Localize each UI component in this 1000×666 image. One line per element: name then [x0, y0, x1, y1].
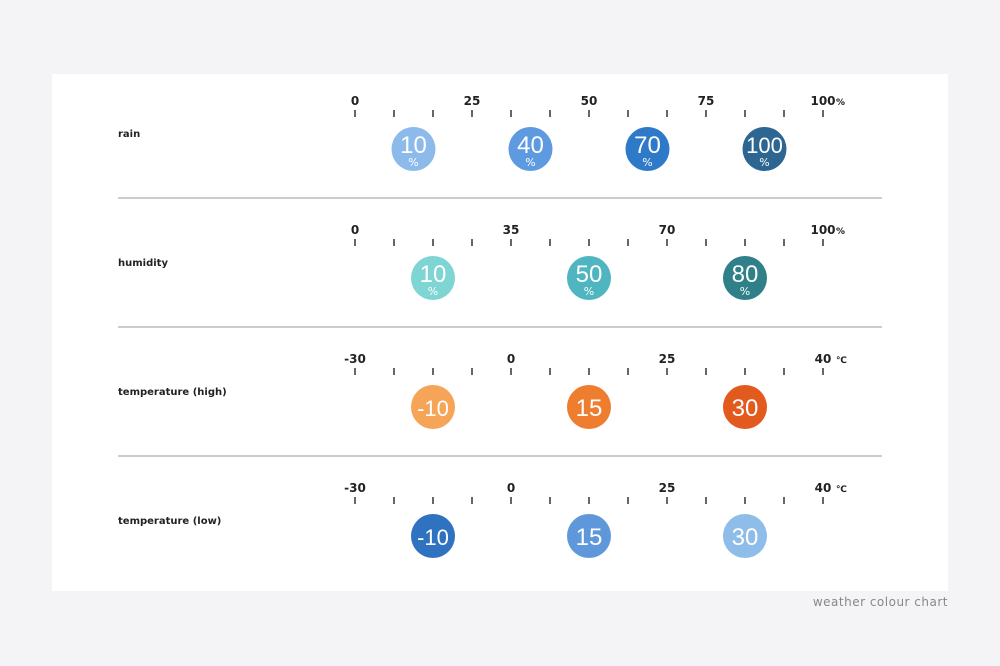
- badge-value: 30: [732, 395, 759, 422]
- badge: [723, 385, 767, 429]
- badge-value: 100: [746, 133, 783, 158]
- badge-unit: %: [428, 285, 438, 298]
- tick-label: 0: [351, 223, 359, 237]
- tick-label: 35: [503, 223, 520, 237]
- tick-label: 40: [815, 352, 832, 366]
- badge: [723, 256, 767, 300]
- tick-label: 75: [698, 94, 715, 108]
- caption: weather colour chart: [813, 595, 948, 609]
- badge-value: 40: [517, 132, 544, 159]
- badge-value: 70: [634, 132, 661, 159]
- row-label: rain: [118, 129, 140, 140]
- badge-unit: %: [408, 156, 418, 169]
- badge: [742, 127, 787, 171]
- badge: [508, 127, 553, 171]
- badge: [391, 127, 436, 171]
- tick-label: -30: [344, 481, 366, 495]
- tick-label: 100: [810, 223, 835, 237]
- badge-value: 15: [576, 524, 603, 551]
- badge-value: 30: [732, 524, 759, 551]
- badge-unit: %: [584, 285, 594, 298]
- tick-label: 0: [507, 352, 515, 366]
- unit-label: %: [836, 98, 845, 108]
- row-label: humidity: [118, 258, 168, 269]
- unit-label: ℃: [836, 485, 847, 495]
- badge-value: -10: [417, 525, 449, 550]
- tick-label: 70: [659, 223, 676, 237]
- row-label: temperature (low): [118, 516, 221, 527]
- badge: [411, 256, 455, 300]
- badge: [723, 514, 767, 558]
- badge-value: 50: [576, 261, 603, 288]
- badge: [625, 127, 670, 171]
- badge-value: 80: [732, 261, 759, 288]
- unit-label: %: [836, 227, 845, 237]
- tick-label: 0: [351, 94, 359, 108]
- tick-label: 25: [659, 481, 676, 495]
- row-label: temperature (high): [118, 387, 227, 398]
- badge-unit: %: [740, 285, 750, 298]
- badge-unit: %: [525, 156, 535, 169]
- tick-label: 25: [464, 94, 481, 108]
- tick-label: 25: [659, 352, 676, 366]
- tick-label: 40: [815, 481, 832, 495]
- tick-label: 50: [581, 94, 598, 108]
- badge-value: 10: [400, 132, 427, 159]
- badge-value: -10: [417, 396, 449, 421]
- badge: [567, 385, 611, 429]
- badge: [567, 256, 611, 300]
- badge: [411, 514, 455, 558]
- badge-unit: %: [759, 156, 769, 169]
- badge-value: 15: [576, 395, 603, 422]
- badge: [411, 385, 455, 429]
- tick-label: 100: [810, 94, 835, 108]
- badge-value: 10: [420, 261, 447, 288]
- badge-unit: %: [642, 156, 652, 169]
- unit-label: ℃: [836, 356, 847, 366]
- badge: [567, 514, 611, 558]
- tick-label: 0: [507, 481, 515, 495]
- panel: [52, 74, 948, 591]
- tick-label: -30: [344, 352, 366, 366]
